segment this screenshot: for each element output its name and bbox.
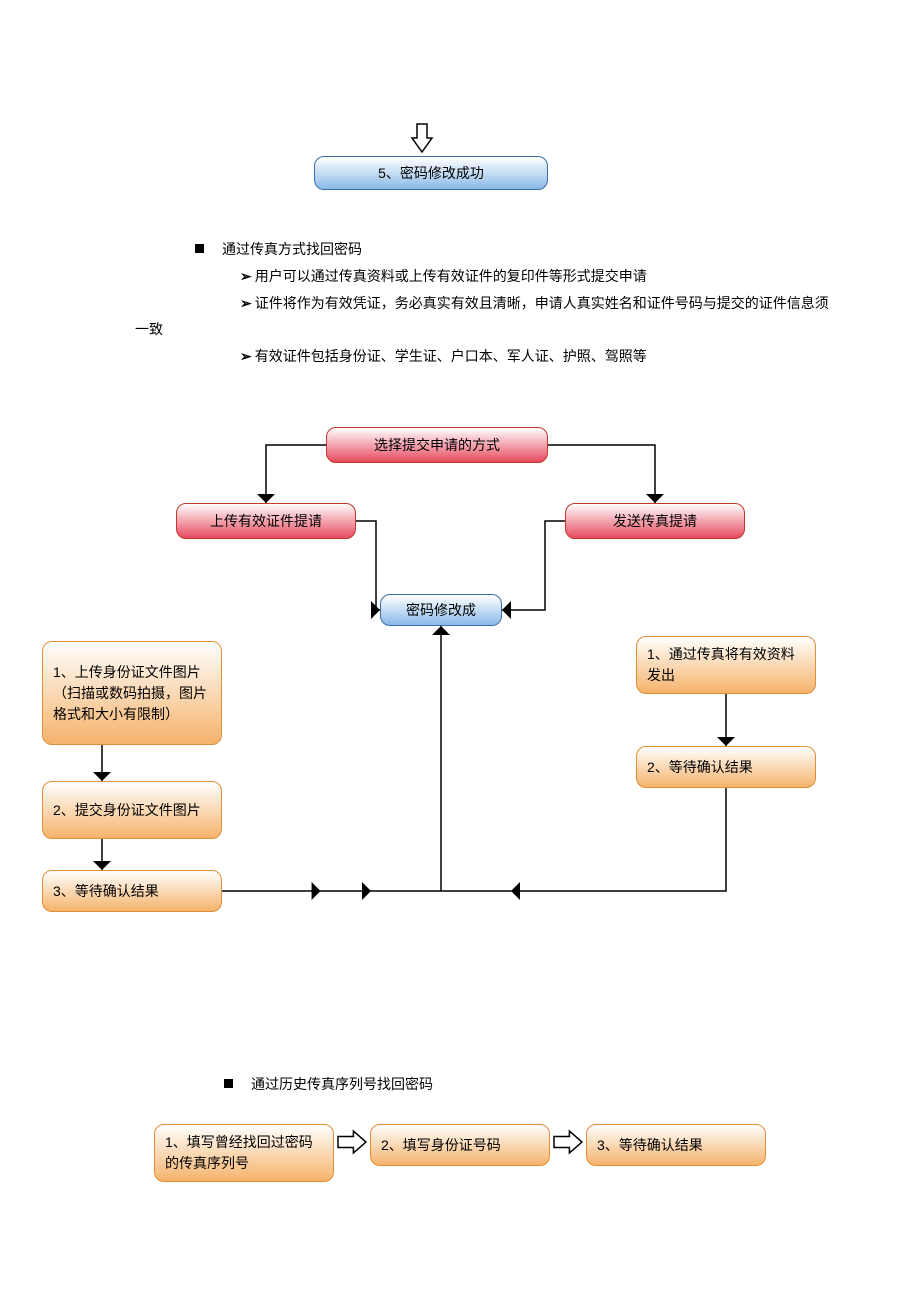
flow-node-label: 选择提交申请的方式 [374,435,500,456]
section-history-title: 通过历史传真序列号找回密码 [224,1071,433,1098]
square-bullet-icon [195,244,204,253]
chevron-right-icon: ➢ [240,295,252,311]
right-step-2-label: 2、等待确认结果 [647,757,753,778]
flow-node-label: 上传有效证件提请 [210,511,322,532]
history-step-1-label: 1、填写曾经找回过密码的传真序列号 [165,1132,323,1174]
right-step-1: 1、通过传真将有效资料发出 [636,636,816,694]
square-bullet-icon [224,1079,233,1088]
right-step-2: 2、等待确认结果 [636,746,816,788]
section-fax-title-text: 通过传真方式找回密码 [222,241,362,257]
right-step-1-label: 1、通过传真将有效资料发出 [647,644,805,686]
flow-node-choose-method: 选择提交申请的方式 [326,427,548,463]
history-step-3: 3、等待确认结果 [586,1124,766,1166]
history-step-3-label: 3、等待确认结果 [597,1135,703,1156]
flow-node-password-changed: 密码修改成 [380,594,502,626]
left-step-3: 3、等待确认结果 [42,870,222,912]
flow-node-label: 发送传真提请 [613,511,697,532]
flow-node-label: 密码修改成 [406,600,476,621]
left-step-2: 2、提交身份证文件图片 [42,781,222,839]
section-fax-item: ➢证件将作为有效凭证，务必真实有效且清晰，申请人真实姓名和证件号码与提交的证件信… [0,290,830,343]
section-fax-item-text: 用户可以通过传真资料或上传有效证件的复印件等形式提交申请 [255,268,647,284]
section-fax-item-text: 有效证件包括身份证、学生证、户口本、军人证、护照、驾照等 [255,348,647,364]
section-fax-item: ➢有效证件包括身份证、学生证、户口本、军人证、护照、驾照等 [0,343,830,370]
flow-node-upload-cert: 上传有效证件提请 [176,503,356,539]
section-fax-item: ➢用户可以通过传真资料或上传有效证件的复印件等形式提交申请 [0,263,830,290]
history-step-2: 2、填写身份证号码 [370,1124,550,1166]
flow-node-send-fax: 发送传真提请 [565,503,745,539]
history-step-1: 1、填写曾经找回过密码的传真序列号 [154,1124,334,1182]
section-fax-items: ➢用户可以通过传真资料或上传有效证件的复印件等形式提交申请 ➢证件将作为有效凭证… [0,263,830,369]
left-step-2-label: 2、提交身份证文件图片 [53,800,201,821]
flowchart-connectors [0,0,920,1000]
left-step-3-label: 3、等待确认结果 [53,881,159,902]
chevron-right-icon: ➢ [240,268,252,284]
down-arrow-icon [408,120,436,156]
left-step-1: 1、上传身份证文件图片（扫描或数码拍摄，图片格式和大小有限制） [42,641,222,745]
history-step-2-label: 2、填写身份证号码 [381,1135,501,1156]
chevron-right-icon: ➢ [240,348,252,364]
section-history-title-text: 通过历史传真序列号找回密码 [251,1076,433,1092]
left-step-1-label: 1、上传身份证文件图片（扫描或数码拍摄，图片格式和大小有限制） [53,662,211,725]
section-fax-title: 通过传真方式找回密码 [195,236,362,263]
password-success-label: 5、密码修改成功 [378,163,484,184]
password-success-box: 5、密码修改成功 [314,156,548,190]
